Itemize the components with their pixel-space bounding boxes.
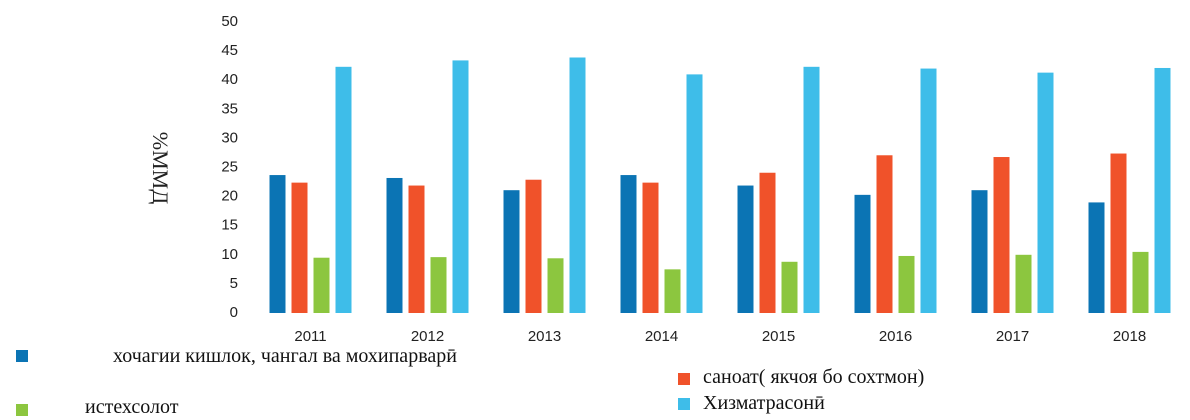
y-tick-label: 50	[221, 13, 238, 30]
bar	[620, 175, 637, 313]
bar	[430, 257, 447, 313]
x-tick-label: 2017	[996, 328, 1029, 345]
bar	[854, 194, 871, 313]
y-tick-label: 40	[221, 71, 238, 88]
y-tick-label: 15	[221, 217, 238, 234]
legend-swatch	[678, 373, 690, 385]
bar	[876, 155, 893, 313]
bar	[547, 258, 564, 313]
y-tick-label: 0	[230, 304, 238, 321]
y-axis-label: %ММД	[148, 132, 173, 204]
y-tick-label: 5	[230, 275, 238, 292]
bar	[503, 190, 520, 313]
bar	[898, 255, 915, 313]
y-tick-label: 20	[221, 188, 238, 205]
bar	[1154, 67, 1171, 313]
y-tick-label: 45	[221, 42, 238, 59]
bar	[1015, 254, 1032, 313]
y-tick-label: 35	[221, 100, 238, 117]
bar	[781, 261, 798, 313]
bar	[313, 257, 330, 313]
x-tick-label: 2014	[645, 328, 678, 345]
bar	[525, 179, 542, 313]
bar	[737, 185, 754, 313]
bar	[1088, 202, 1105, 313]
bar	[664, 269, 681, 313]
x-tick-label: 2013	[528, 328, 561, 345]
bar	[1132, 251, 1149, 313]
bar	[993, 157, 1010, 313]
bar	[386, 177, 403, 313]
bar	[686, 74, 703, 313]
x-tick-label: 2018	[1113, 328, 1146, 345]
x-tick-label: 2011	[294, 328, 326, 345]
legend-swatch	[678, 398, 690, 410]
legend-label: саноат( якчоя бо сохтмон)	[703, 366, 925, 388]
bar	[452, 60, 469, 313]
y-tick-label: 30	[221, 129, 238, 146]
bar	[642, 182, 659, 313]
bar	[569, 57, 586, 313]
bar	[759, 172, 776, 313]
legend-label: Хизматрасонӣ	[703, 392, 825, 414]
legend-label: истехсолот	[85, 396, 179, 418]
x-tick-label: 2016	[879, 328, 912, 345]
bar	[803, 66, 820, 314]
y-tick-label: 10	[221, 246, 238, 263]
bar	[1110, 153, 1127, 313]
x-tick-label: 2015	[762, 328, 795, 345]
bar	[408, 185, 425, 313]
bar	[920, 68, 937, 313]
legend-swatch	[16, 350, 28, 362]
bar	[971, 190, 988, 313]
x-tick-label: 2012	[411, 328, 444, 345]
bar	[335, 66, 352, 314]
bar	[269, 175, 286, 313]
bar	[1037, 72, 1054, 313]
y-tick-label: 25	[221, 158, 238, 175]
bar	[291, 182, 308, 313]
legend-label: хочагии кишлок, чангал ва мохипарварӣ	[113, 345, 457, 367]
legend-swatch	[16, 404, 28, 416]
